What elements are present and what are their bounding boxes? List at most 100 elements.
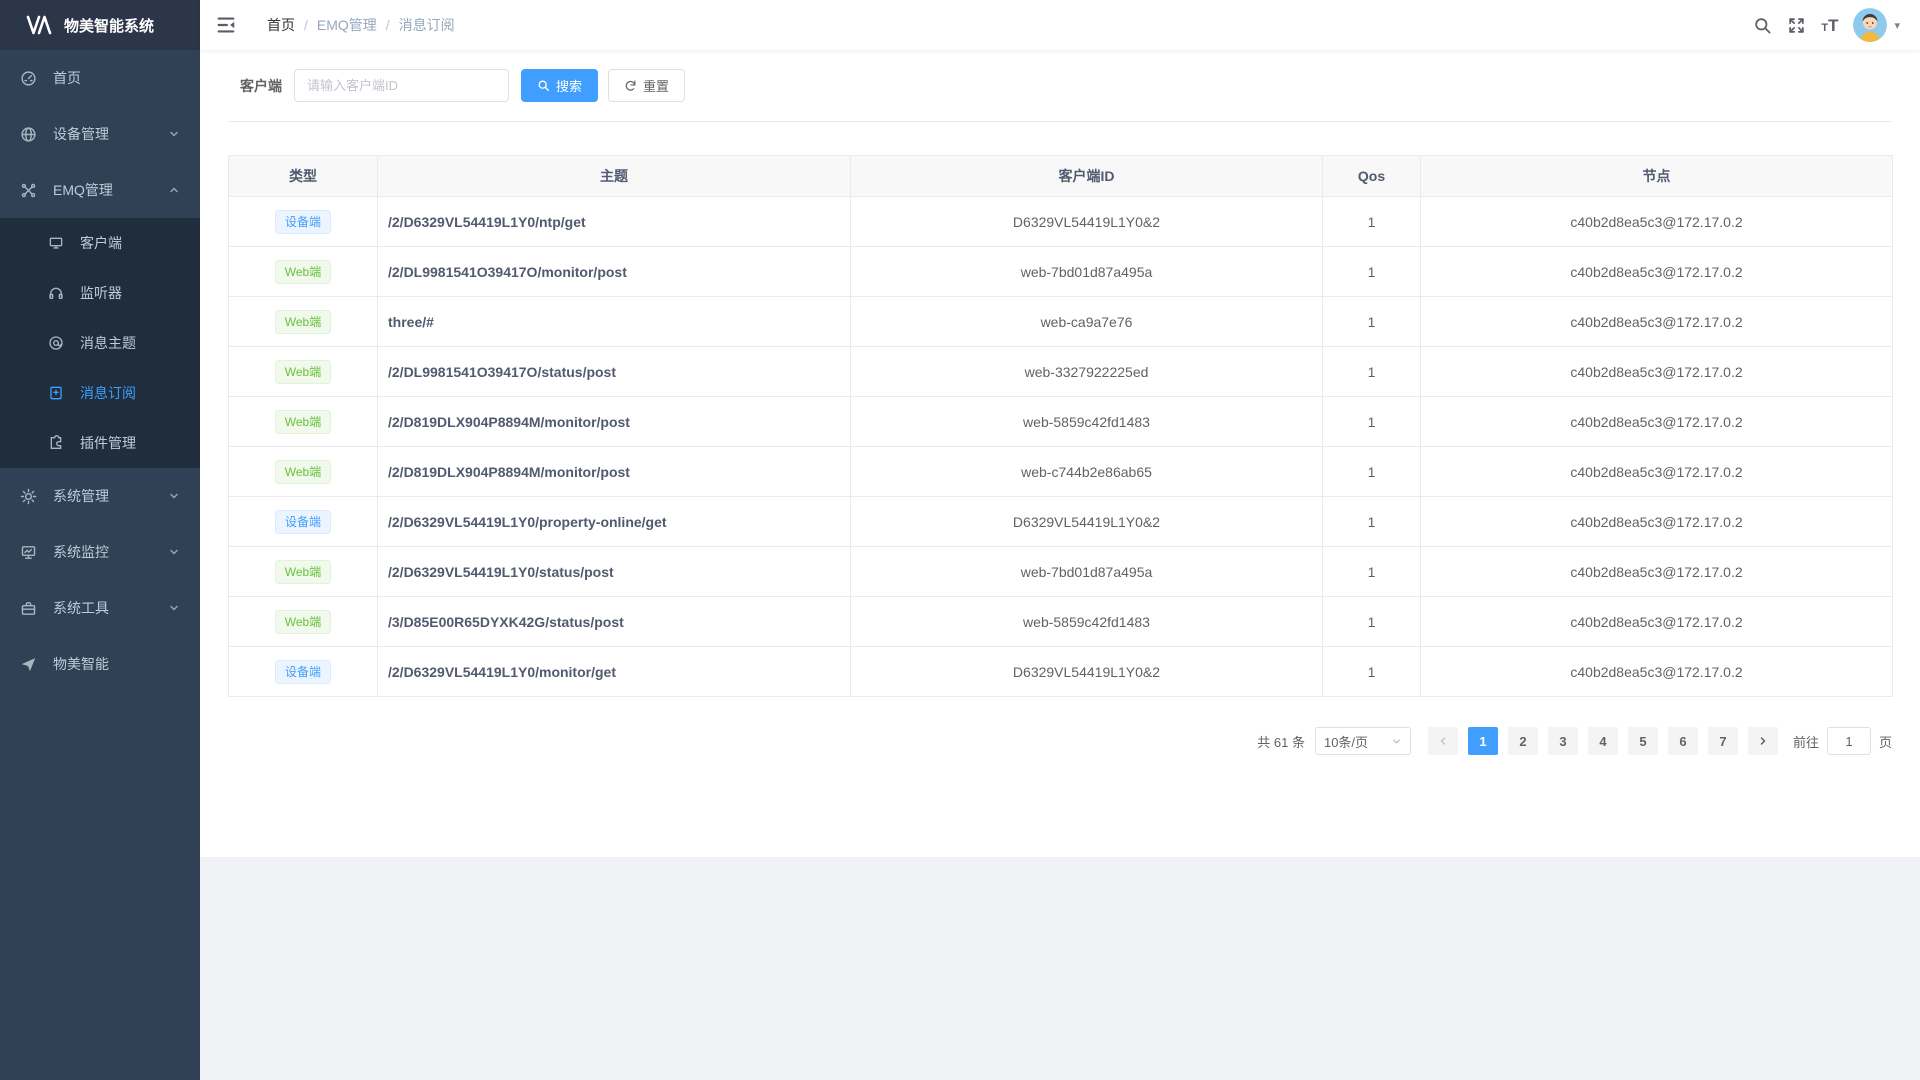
search-icon bbox=[538, 80, 550, 92]
table-row: Web端 three/# web-ca9a7e76 1 c40b2d8ea5c3… bbox=[228, 296, 1893, 347]
node-cell: c40b2d8ea5c3@172.17.0.2 bbox=[1420, 496, 1893, 547]
search-button[interactable]: 搜索 bbox=[521, 69, 599, 102]
node-cell: c40b2d8ea5c3@172.17.0.2 bbox=[1420, 646, 1893, 697]
subscription-table: 类型 主题 客户端ID Qos 节点 设备端 /2/D6329VL54419L1… bbox=[228, 155, 1893, 697]
user-menu[interactable]: ▾ bbox=[1853, 8, 1900, 42]
system-monitor-icon bbox=[21, 545, 36, 559]
breadcrumb-emq[interactable]: EMQ管理 bbox=[316, 17, 377, 33]
system-management-icon bbox=[20, 488, 37, 504]
navbar: 首页 / EMQ管理 / 消息订阅 TT bbox=[200, 0, 1920, 50]
plugin-icon bbox=[50, 435, 62, 449]
qos-cell: 1 bbox=[1322, 296, 1421, 347]
page-background bbox=[200, 857, 1920, 1080]
prev-page-icon bbox=[1440, 737, 1446, 745]
topic-cell: /2/D6329VL54419L1Y0/property-online/get bbox=[377, 496, 851, 547]
sidebar-item-system-tools[interactable]: 系统工具 bbox=[0, 580, 200, 636]
client-id-cell: web-3327922225ed bbox=[850, 346, 1323, 397]
type-badge: Web端 bbox=[274, 609, 332, 634]
font-size-icon[interactable]: TT bbox=[1821, 15, 1839, 35]
header-topic: 主题 bbox=[377, 155, 851, 197]
next-page-button[interactable] bbox=[1747, 727, 1778, 755]
sidebar-item-system-management[interactable]: 系统管理 bbox=[0, 468, 200, 524]
page-size-select[interactable]: 10条/页 bbox=[1314, 727, 1411, 755]
sidebar-item-plugin-management[interactable]: 插件管理 bbox=[0, 418, 200, 468]
sidebar-item-label: 消息订阅 bbox=[80, 385, 136, 401]
sidebar-logo[interactable]: 物美智能系统 bbox=[0, 0, 200, 50]
page-button-7[interactable]: 7 bbox=[1707, 727, 1738, 755]
header-node: 节点 bbox=[1420, 155, 1893, 197]
reset-button[interactable]: 重置 bbox=[608, 69, 686, 102]
page-button-5[interactable]: 5 bbox=[1627, 727, 1658, 755]
sidebar-item-home[interactable]: 首页 bbox=[0, 50, 200, 106]
sidebar-item-label: 系统工具 bbox=[53, 600, 109, 616]
goto-page-input[interactable] bbox=[1826, 727, 1871, 755]
page-button-1[interactable]: 1 bbox=[1467, 727, 1498, 755]
header-client-id: 客户端ID bbox=[850, 155, 1323, 197]
client-id-label: 客户端 bbox=[240, 77, 282, 94]
page-button-2[interactable]: 2 bbox=[1507, 727, 1538, 755]
fullscreen-icon[interactable] bbox=[1787, 16, 1806, 35]
sidebar-item-client[interactable]: 客户端 bbox=[0, 218, 200, 268]
topic-cell: /2/D819DLX904P8894M/monitor/post bbox=[377, 446, 851, 497]
client-id-cell: web-5859c42fd1483 bbox=[850, 596, 1323, 647]
subscribe-icon bbox=[50, 386, 62, 400]
sidebar-item-label: 物美智能 bbox=[53, 656, 109, 672]
client-id-input[interactable] bbox=[294, 69, 509, 102]
sidebar-item-message-subscribe[interactable]: 消息订阅 bbox=[0, 368, 200, 418]
qos-cell: 1 bbox=[1322, 196, 1421, 247]
breadcrumb: 首页 / EMQ管理 / 消息订阅 bbox=[267, 15, 455, 35]
chevron-down-icon bbox=[170, 493, 178, 499]
node-cell: c40b2d8ea5c3@172.17.0.2 bbox=[1420, 396, 1893, 447]
qos-cell: 1 bbox=[1322, 596, 1421, 647]
qos-cell: 1 bbox=[1322, 346, 1421, 397]
avatar[interactable] bbox=[1853, 8, 1888, 42]
sidebar-item-listener[interactable]: 监听器 bbox=[0, 268, 200, 318]
sidebar-item-label: 系统管理 bbox=[53, 488, 109, 504]
refresh-icon bbox=[625, 80, 636, 91]
topic-cell: /2/D6329VL54419L1Y0/status/post bbox=[377, 546, 851, 597]
sidebar-item-label: 系统监控 bbox=[53, 544, 109, 560]
qos-cell: 1 bbox=[1322, 396, 1421, 447]
topic-icon bbox=[49, 336, 63, 350]
breadcrumb-current: 消息订阅 bbox=[398, 17, 455, 33]
sidebar-item-message-topic[interactable]: 消息主题 bbox=[0, 318, 200, 368]
type-badge: Web端 bbox=[274, 309, 332, 334]
goto-label: 前往 bbox=[1792, 734, 1819, 750]
client-id-cell: web-5859c42fd1483 bbox=[850, 396, 1323, 447]
caret-down-icon[interactable]: ▾ bbox=[1894, 19, 1900, 32]
goto-suffix: 页 bbox=[1878, 734, 1892, 750]
page-button-6[interactable]: 6 bbox=[1667, 727, 1698, 755]
client-id-cell: D6329VL54419L1Y0&2 bbox=[850, 196, 1323, 247]
chevron-up-icon bbox=[170, 187, 178, 193]
client-id-cell: D6329VL54419L1Y0&2 bbox=[850, 646, 1323, 697]
qos-cell: 1 bbox=[1322, 646, 1421, 697]
sidebar-item-label: 消息主题 bbox=[80, 335, 136, 351]
sidebar-item-system-monitor[interactable]: 系统监控 bbox=[0, 524, 200, 580]
table-row: Web端 /2/DL9981541O39417O/status/post web… bbox=[228, 346, 1893, 397]
breadcrumb-home[interactable]: 首页 bbox=[267, 17, 295, 33]
prev-page-button[interactable] bbox=[1427, 727, 1458, 755]
navbar-actions: TT ▾ bbox=[1753, 8, 1900, 42]
sidebar-item-wumei-smart[interactable]: 物美智能 bbox=[0, 636, 200, 692]
page-size-value: 10条/页 bbox=[1323, 734, 1369, 750]
topic-cell: /2/DL9981541O39417O/status/post bbox=[377, 346, 851, 397]
hamburger-icon[interactable] bbox=[215, 14, 237, 36]
page-button-3[interactable]: 3 bbox=[1547, 727, 1578, 755]
table-row: Web端 /2/DL9981541O39417O/monitor/post we… bbox=[228, 246, 1893, 297]
topic-cell: /2/DL9981541O39417O/monitor/post bbox=[377, 246, 851, 297]
type-badge: Web端 bbox=[274, 559, 332, 584]
topic-cell: /2/D6329VL54419L1Y0/monitor/get bbox=[377, 646, 851, 697]
page-button-4[interactable]: 4 bbox=[1587, 727, 1618, 755]
qos-cell: 1 bbox=[1322, 546, 1421, 597]
sidebar-item-device-management[interactable]: 设备管理 bbox=[0, 106, 200, 162]
sidebar-item-emq-management[interactable]: EMQ管理 bbox=[0, 162, 200, 218]
topic-cell: /2/D6329VL54419L1Y0/ntp/get bbox=[377, 196, 851, 247]
qos-cell: 1 bbox=[1322, 496, 1421, 547]
page-content: 客户端 搜索 重置 bbox=[200, 50, 1920, 857]
client-id-cell: D6329VL54419L1Y0&2 bbox=[850, 496, 1323, 547]
node-cell: c40b2d8ea5c3@172.17.0.2 bbox=[1420, 246, 1893, 297]
next-page-icon bbox=[1760, 737, 1766, 745]
search-icon[interactable] bbox=[1753, 16, 1772, 35]
qos-cell: 1 bbox=[1322, 446, 1421, 497]
